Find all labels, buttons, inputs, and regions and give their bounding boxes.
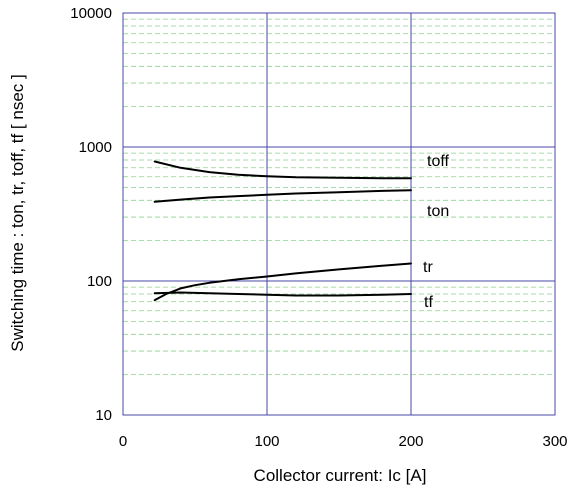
x-tick-label: 300: [542, 433, 567, 450]
x-axis-label: Collector current: Ic [A]: [254, 466, 427, 485]
minor-gridlines: [123, 18, 555, 376]
y-tick-label: 10000: [70, 5, 112, 22]
y-tick-label: 1000: [79, 139, 112, 156]
y-tick-labels: 10 100 1000 10000: [70, 5, 112, 424]
y-tick-label: 100: [87, 273, 112, 290]
y-tick-label: 10: [95, 407, 112, 424]
curve-tr: [153, 262, 412, 302]
x-tick-label: 200: [398, 433, 423, 450]
series-labels: toff ton tr tf: [423, 153, 450, 311]
plot-frame: [122, 12, 556, 416]
x-tick-labels: 0 100 200 300: [119, 433, 568, 450]
series-label-toff: toff: [427, 153, 450, 170]
series-label-tr: tr: [423, 259, 433, 276]
y-axis-label: Switching time : ton, tr, toff, tf [ nse…: [8, 74, 27, 351]
series-label-ton: ton: [427, 203, 449, 220]
x-tick-label: 0: [119, 433, 127, 450]
data-curves: [153, 160, 412, 302]
x-tick-label: 100: [254, 433, 279, 450]
curve-toff: [153, 160, 412, 180]
major-gridlines: [122, 12, 556, 416]
series-label-tf: tf: [424, 294, 433, 311]
curve-ton: [153, 189, 412, 203]
curve-tf: [153, 291, 412, 297]
